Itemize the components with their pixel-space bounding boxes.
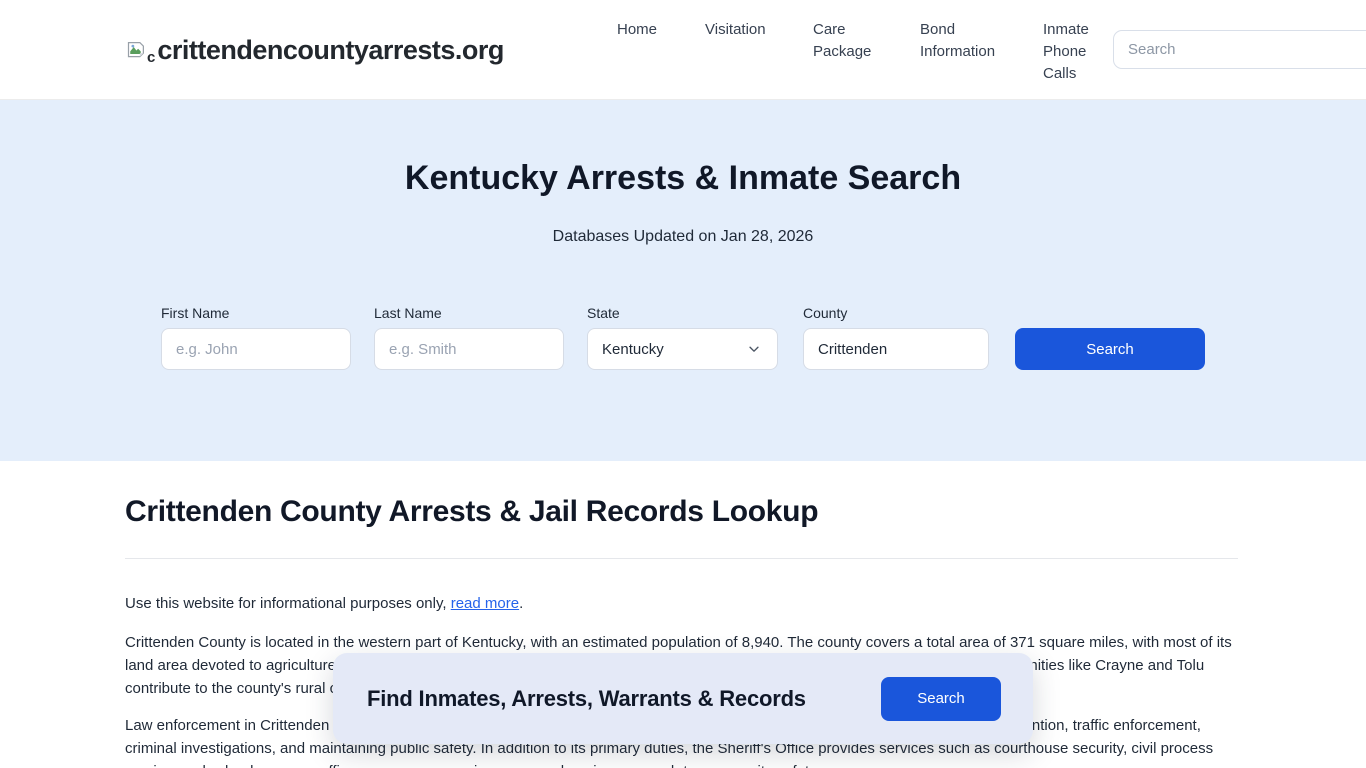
banner-text: Find Inmates, Arrests, Warrants & Record… — [367, 685, 806, 711]
disclaimer: Use this website for informational purpo… — [125, 592, 1238, 615]
nav-item-visitation[interactable]: Visitation — [705, 21, 766, 38]
first-name-label: First Name — [161, 305, 230, 321]
site-name[interactable]: crittendencountyarrests.org — [157, 34, 504, 65]
first-name-input[interactable] — [161, 328, 351, 370]
chevron-down-icon — [747, 342, 761, 356]
nav-item-home[interactable]: Home — [617, 21, 658, 38]
hero-section: Kentucky Arrests & Inmate Search Databas… — [0, 100, 1366, 461]
page-title: Kentucky Arrests & Inmate Search — [404, 159, 962, 197]
nav-item-care-package[interactable]: Care Package — [813, 21, 872, 60]
disclaimer-text: Use this website for informational purpo… — [125, 595, 451, 612]
header-search-input[interactable] — [1113, 30, 1366, 69]
section-divider — [125, 558, 1238, 559]
county-input[interactable] — [803, 328, 989, 370]
county-label: County — [803, 305, 848, 321]
state-label: State — [587, 305, 620, 321]
disclaimer-period: . — [519, 595, 524, 612]
search-button[interactable]: Search — [1015, 328, 1205, 370]
read-more-link[interactable]: read more — [450, 595, 520, 612]
state-select[interactable]: Kentucky — [587, 328, 778, 370]
site-logo[interactable]: c crittendencountyarrests.org — [125, 0, 504, 100]
last-name-field-group: Last Name — [374, 305, 564, 370]
last-name-label: Last Name — [374, 305, 442, 321]
site-header: c crittendencountyarrests.org Home Visit… — [0, 0, 1366, 100]
inmate-search-form: First Name Last Name State Kentucky Coun… — [161, 305, 1366, 370]
broken-image-icon — [125, 40, 146, 61]
last-name-input[interactable] — [374, 328, 564, 370]
floating-search-banner: Find Inmates, Arrests, Warrants & Record… — [333, 653, 1033, 744]
county-field-group: County — [803, 305, 989, 370]
nav-item-inmate-phone-calls[interactable]: Inmate Phone Calls — [1043, 21, 1089, 82]
section-heading: Crittenden County Arrests & Jail Records… — [125, 495, 819, 528]
nav-item-bond-information[interactable]: Bond Information — [920, 21, 996, 60]
logo-alt-text: c — [147, 48, 156, 66]
main-nav: Home Visitation Care Package Bond Inform… — [617, 19, 1103, 85]
banner-search-button[interactable]: Search — [881, 676, 1001, 721]
state-field-group: State Kentucky — [587, 305, 778, 370]
first-name-field-group: First Name — [161, 305, 351, 370]
state-select-value: Kentucky — [602, 340, 664, 358]
databases-updated-text: Databases Updated on Jan 28, 2026 — [552, 228, 814, 245]
